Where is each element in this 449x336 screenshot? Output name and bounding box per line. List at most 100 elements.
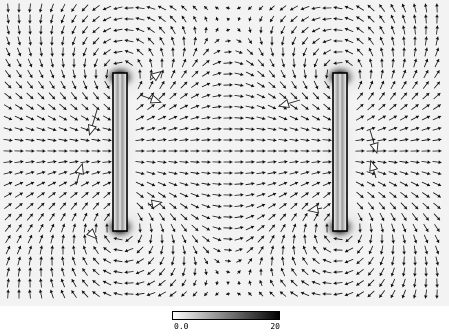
field-arrowhead <box>248 258 252 262</box>
field-arrowhead <box>402 251 406 255</box>
field-arrowhead <box>113 61 117 66</box>
field-arrowhead <box>30 117 34 121</box>
field-arrowhead <box>304 202 309 207</box>
field-arrowhead <box>229 83 233 87</box>
field-arrowhead <box>412 14 417 18</box>
field-arrowhead <box>174 138 178 142</box>
field-arrowhead <box>169 15 174 20</box>
field-arrowhead <box>317 138 321 142</box>
field-arrowhead <box>328 170 332 175</box>
field-arrowhead <box>104 235 108 239</box>
field-arrowhead <box>250 83 255 88</box>
field-arrowhead <box>64 170 68 175</box>
field-arrowhead <box>270 53 275 57</box>
field-arrowhead <box>20 149 24 153</box>
field-arrowhead <box>370 217 374 222</box>
field-arrowhead <box>102 280 107 284</box>
field-arrowhead <box>437 115 442 119</box>
vector-field-plot <box>0 0 449 306</box>
field-arrowhead <box>435 36 440 40</box>
field-arrowhead <box>269 7 273 11</box>
field-arrowhead <box>261 84 265 88</box>
field-arrowhead <box>17 278 21 282</box>
field-arrowhead <box>279 7 284 11</box>
field-arrowhead <box>284 127 288 132</box>
field-arrowhead <box>283 106 287 110</box>
field-arrowhead <box>259 257 264 261</box>
field-arrowhead <box>367 15 372 20</box>
field-arrowhead <box>95 213 99 217</box>
field-arrowhead <box>291 30 295 34</box>
field-arrowhead <box>71 290 75 294</box>
field-arrowhead <box>313 246 317 250</box>
field-arrowhead <box>302 52 306 57</box>
field-arrowhead <box>367 4 371 9</box>
field-arrowhead <box>317 170 321 175</box>
field-arrowhead <box>402 47 406 51</box>
field-arrowhead <box>240 171 244 175</box>
field-arrowhead <box>280 18 284 23</box>
field-arrowhead <box>438 149 442 153</box>
field-arrowhead <box>303 223 308 227</box>
field-arrowhead <box>8 117 13 121</box>
field-arrowhead <box>17 20 21 24</box>
field-arrowhead <box>207 149 211 153</box>
field-arrowhead <box>380 69 385 73</box>
field-arrowhead <box>272 192 277 196</box>
field-arrowhead <box>146 292 151 297</box>
field-arrowhead <box>218 138 222 142</box>
field-arrowhead <box>19 106 23 110</box>
field-arrowhead <box>438 138 442 142</box>
field-arrowhead <box>185 149 189 153</box>
field-arrowhead <box>229 171 233 175</box>
field-arrowhead <box>106 213 110 217</box>
field-arrowhead <box>356 16 360 20</box>
field-arrowhead <box>357 48 361 52</box>
field-background <box>0 0 449 306</box>
field-arrowhead <box>237 292 241 296</box>
field-arrowhead <box>17 267 21 271</box>
field-arrowhead <box>239 248 243 252</box>
field-arrowhead <box>416 171 420 176</box>
field-arrowhead <box>357 59 361 63</box>
field-arrowhead <box>107 203 111 207</box>
field-arrowhead <box>42 149 46 153</box>
field-arrowhead <box>226 17 231 22</box>
field-arrowhead <box>31 170 35 175</box>
field-arrowhead <box>182 251 187 255</box>
field-arrowhead <box>401 25 406 29</box>
field-arrowhead <box>361 138 365 142</box>
field-arrowhead <box>205 249 209 254</box>
field-arrowhead <box>401 273 406 277</box>
field-arrowhead <box>169 5 173 9</box>
field-arrowhead <box>283 203 287 207</box>
field-arrowhead <box>359 217 363 221</box>
field-arrowhead <box>195 216 199 220</box>
field-arrowhead <box>300 291 305 295</box>
field-arrowhead <box>82 30 86 34</box>
field-arrowhead <box>158 5 162 9</box>
field-arrowhead <box>64 149 68 153</box>
field-arrowhead <box>149 69 153 73</box>
field-arrowhead <box>381 217 385 221</box>
field-arrowhead <box>18 224 22 228</box>
field-arrowhead <box>94 223 98 227</box>
field-arrowhead <box>424 284 428 288</box>
field-arrowhead <box>193 262 198 266</box>
field-arrowhead <box>294 106 298 110</box>
field-arrowhead <box>261 73 265 77</box>
field-arrowhead <box>322 17 326 21</box>
field-arrowhead <box>229 182 233 186</box>
field-arrowhead <box>424 14 428 18</box>
field-arrowhead <box>283 95 287 99</box>
field-arrowhead <box>391 251 395 255</box>
field-arrowhead <box>315 213 319 217</box>
field-arrowhead <box>290 18 294 22</box>
field-arrowhead <box>9 160 13 164</box>
field-arrowhead <box>159 47 164 51</box>
field-arrowhead <box>435 14 439 18</box>
field-arrowhead <box>28 42 32 46</box>
field-arrowhead <box>149 229 154 233</box>
field-arrowhead <box>181 282 185 287</box>
field-arrowhead <box>312 29 316 33</box>
